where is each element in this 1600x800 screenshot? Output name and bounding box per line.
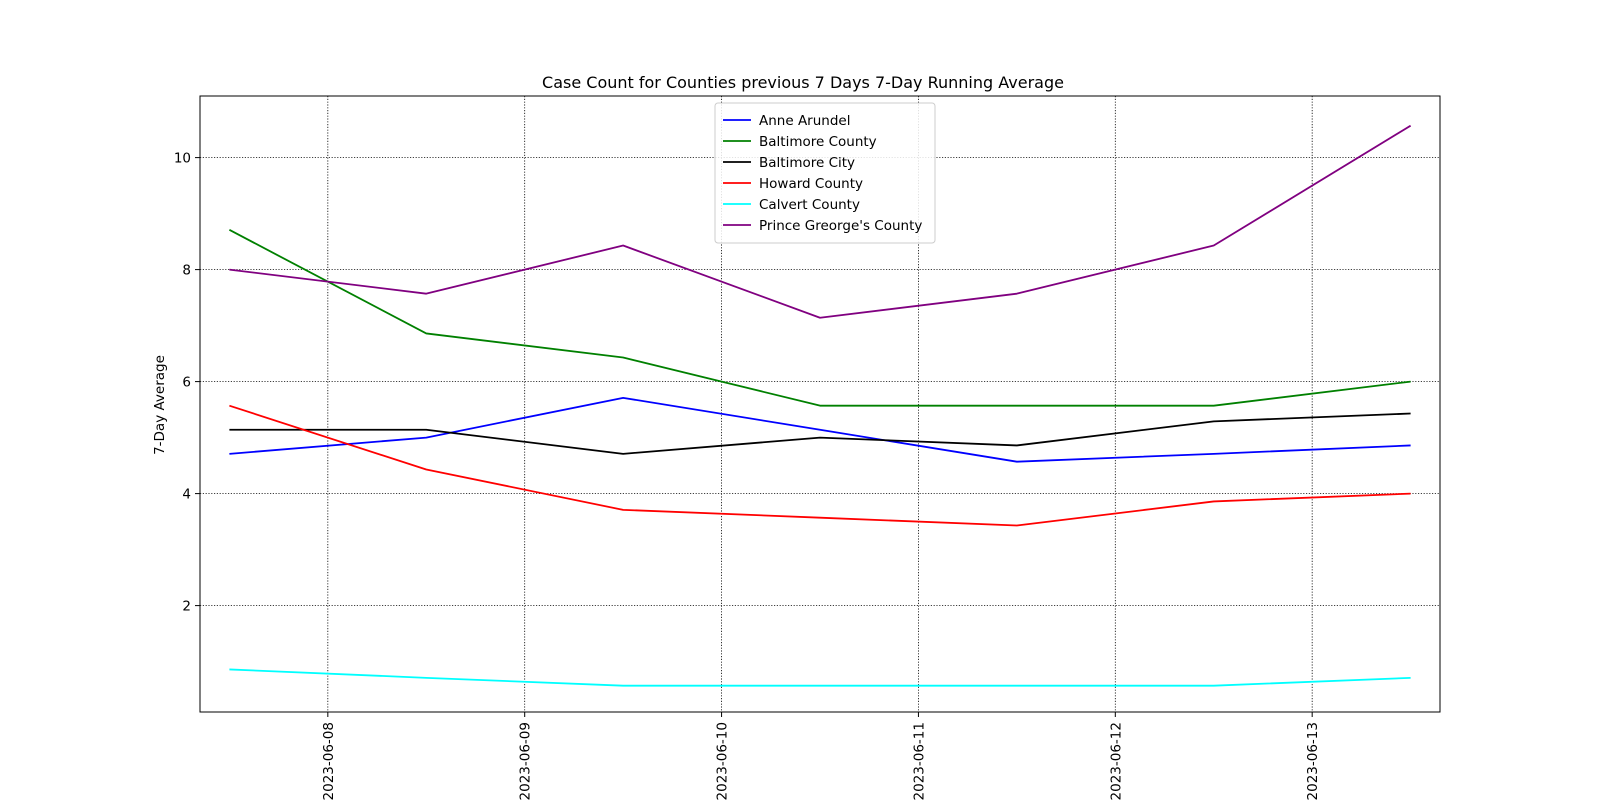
series-line [228,229,1411,407]
legend-label: Anne Arundel [759,113,850,129]
series-line [229,396,1411,463]
y-tick-label: 6 [182,375,191,391]
legend-label: Baltimore City [759,155,855,171]
legend-label: Baltimore County [759,134,877,150]
y-tick-label: 8 [182,263,191,279]
series-lines [228,124,1412,687]
x-tick-label: 2023-06-10 [715,722,731,800]
y-tick-label: 4 [182,487,191,503]
y-tick-label: 10 [174,151,191,167]
x-tick-label: 2023-06-11 [911,722,927,800]
legend-box [714,102,936,244]
series-line [229,404,1411,527]
y-axis-label: 7-Day Average [152,355,168,455]
legend-label: Howard County [759,176,863,192]
plot-area [199,95,1441,713]
legend-label: Calvert County [759,197,860,213]
chart-title: Case Count for Counties previous 7 Days … [542,73,1064,92]
x-tick-label: 2023-06-12 [1108,722,1124,800]
x-tick-label: 2023-06-08 [321,722,337,800]
x-tick-label: 2023-06-13 [1305,722,1321,800]
series-line [229,412,1411,455]
legend-label: Prince Greorge's County [759,218,922,234]
legend: Anne Arundel Baltimore County Baltimore Ci… [714,102,936,244]
axis-ticks: 2 4 6 8 10 2023-06-08 2023-06-09 2023-06-10 2023… [174,151,1321,800]
x-tick-label: 2023-06-09 [518,722,534,800]
series-line [229,124,1412,319]
grid [200,96,1440,712]
series-line [229,668,1411,687]
y-tick-label: 2 [182,599,191,615]
